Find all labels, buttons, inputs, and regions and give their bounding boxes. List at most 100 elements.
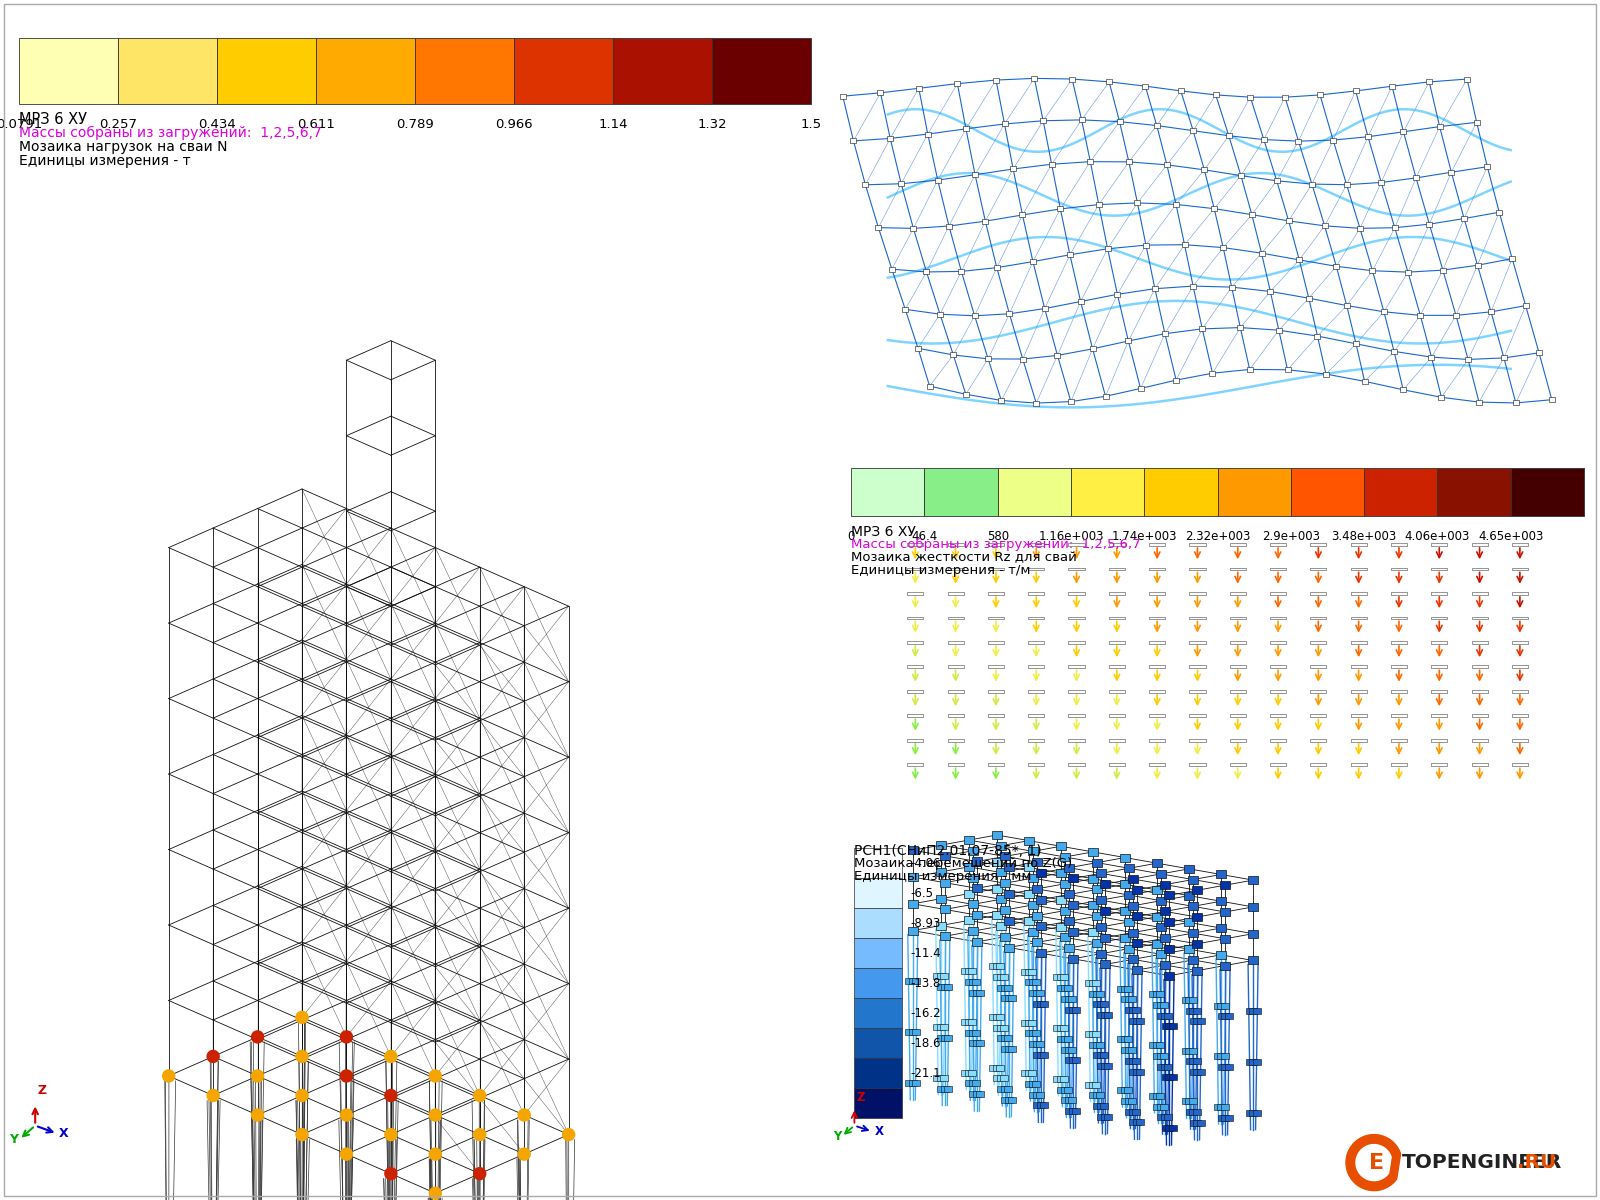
Bar (851, 468, 925, 516)
Bar (1426, 222, 1432, 227)
Bar (1173, 202, 1179, 206)
Bar (1029, 617, 1045, 619)
Bar (1109, 568, 1125, 570)
Bar (1058, 1076, 1066, 1082)
Bar (1006, 311, 1013, 317)
Bar (1133, 1058, 1141, 1064)
Bar (962, 1019, 970, 1025)
Bar (992, 858, 1002, 865)
Bar (971, 938, 982, 946)
Bar (1173, 378, 1179, 383)
Bar (1069, 1097, 1077, 1103)
Bar (973, 1080, 981, 1086)
Bar (912, 1030, 920, 1036)
Bar (1029, 1070, 1037, 1076)
Bar (1005, 1097, 1013, 1103)
Bar (998, 398, 1005, 403)
Bar (1149, 1042, 1157, 1048)
Bar (1350, 568, 1366, 570)
Bar (997, 1014, 1005, 1020)
Bar (1296, 258, 1302, 263)
Bar (1390, 568, 1406, 570)
Bar (968, 968, 976, 974)
Bar (1165, 944, 1174, 953)
Bar (854, 908, 902, 938)
Bar (962, 1069, 970, 1075)
Bar (1344, 182, 1350, 187)
Bar (902, 307, 909, 312)
Bar (1093, 1103, 1101, 1109)
Bar (925, 132, 931, 137)
Bar (1005, 1036, 1013, 1042)
Bar (1104, 1063, 1112, 1069)
Bar (987, 617, 1003, 619)
Bar (912, 978, 920, 984)
Bar (1184, 865, 1194, 872)
Bar (1381, 310, 1387, 314)
Text: -13.8: -13.8 (910, 977, 941, 990)
Bar (1154, 991, 1162, 997)
Bar (1029, 739, 1045, 742)
Bar (1475, 263, 1480, 268)
Bar (1218, 1064, 1226, 1070)
Bar (1344, 304, 1350, 308)
Text: 0.434: 0.434 (198, 119, 237, 131)
Bar (1230, 714, 1246, 718)
Bar (1109, 714, 1125, 718)
Bar (1034, 1051, 1042, 1057)
Bar (1067, 928, 1078, 936)
Bar (118, 38, 218, 104)
Bar (997, 1036, 1005, 1042)
Bar (888, 136, 893, 140)
Text: Единицы измерения - мм: Единицы измерения - мм (854, 870, 1032, 883)
Bar (1069, 1057, 1077, 1063)
Bar (1437, 468, 1510, 516)
Bar (854, 878, 902, 908)
Bar (1155, 924, 1166, 931)
Bar (1096, 1042, 1104, 1048)
Bar (1091, 912, 1102, 920)
Bar (1310, 739, 1326, 742)
Bar (1010, 167, 1016, 172)
Bar (1123, 944, 1134, 953)
Bar (1230, 666, 1246, 668)
Bar (1184, 946, 1194, 953)
Bar (1034, 1103, 1042, 1109)
Bar (1069, 763, 1085, 767)
Text: 1.5: 1.5 (800, 119, 822, 131)
Bar (1186, 1109, 1194, 1115)
Circle shape (296, 1050, 307, 1062)
Bar (1067, 252, 1074, 257)
Bar (1160, 907, 1170, 916)
Bar (1061, 1046, 1069, 1052)
Circle shape (296, 1090, 307, 1102)
Bar (1109, 763, 1125, 767)
Bar (1189, 617, 1205, 619)
Bar (851, 522, 1584, 810)
Text: E: E (1370, 1152, 1384, 1172)
Bar (907, 592, 923, 595)
Bar (1181, 1048, 1189, 1054)
Bar (1026, 1070, 1034, 1076)
Bar (997, 1064, 1005, 1070)
Bar (968, 1069, 976, 1075)
Bar (907, 617, 923, 619)
Bar (1230, 568, 1246, 570)
Bar (995, 841, 1006, 850)
Bar (1117, 985, 1125, 991)
Bar (1270, 739, 1286, 742)
Bar (1101, 1103, 1109, 1109)
Text: Единицы измерения - т/м: Единицы измерения - т/м (851, 564, 1030, 577)
Bar (1034, 990, 1042, 996)
Bar (1019, 212, 1026, 217)
Bar (1064, 890, 1074, 899)
Bar (963, 126, 970, 131)
Text: 0.611: 0.611 (298, 119, 334, 131)
Bar (1069, 568, 1085, 570)
Bar (875, 226, 882, 230)
Bar (1070, 468, 1144, 516)
Bar (1154, 1093, 1162, 1099)
Bar (941, 1034, 949, 1040)
Bar (1131, 912, 1142, 920)
Bar (963, 391, 970, 397)
